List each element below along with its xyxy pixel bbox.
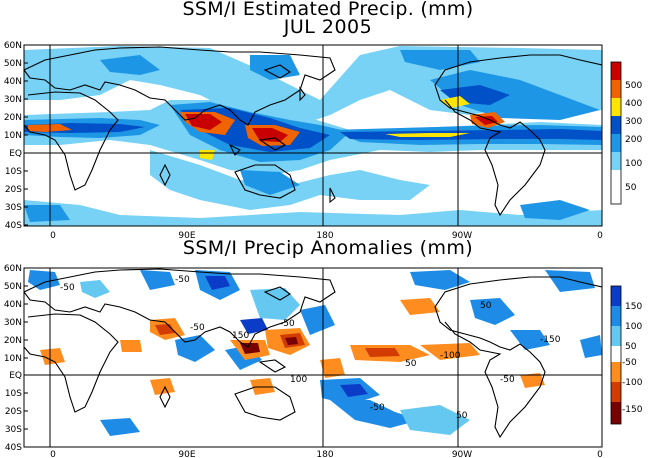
top-lat-labels: 60N 50N 40N 30N 20N 10N EQ 10S 20S 30S 4… xyxy=(4,41,22,231)
colorbar-label: 150 xyxy=(625,302,642,312)
contour-label: -50 xyxy=(280,319,295,329)
contour-label: -50 xyxy=(175,275,190,285)
contour-label: 50 xyxy=(405,359,417,369)
colorbar-label: -150 xyxy=(622,405,643,415)
colorbar-swatch xyxy=(611,116,621,134)
anomaly-map: -50 -50 -50 -100 150 100 50 -150 -50 50 … xyxy=(4,264,603,458)
lat-label: 40N xyxy=(4,300,22,310)
lat-label: 20N xyxy=(4,113,22,123)
lat-label: 60N xyxy=(4,264,22,274)
lat-label: 40N xyxy=(4,77,22,87)
anomaly-colorbar: 150 100 50 -50 -100 -150 xyxy=(610,285,643,425)
top-gridlines xyxy=(24,45,602,226)
colorbar-swatch xyxy=(611,170,621,204)
continents-outline xyxy=(24,46,602,217)
colorbar-label: 50 xyxy=(625,342,637,352)
lat-label: 50N xyxy=(4,59,22,69)
bottom-lat-labels: 60N 50N 40N 30N 20N 10N EQ 10S 20S 30S 4… xyxy=(4,264,22,453)
lat-label: 10N xyxy=(4,354,22,364)
lon-label: 90E xyxy=(178,450,195,458)
continents-outline xyxy=(24,268,602,439)
lat-label: 30S xyxy=(5,203,22,213)
lon-label: 90W xyxy=(452,231,472,241)
precip-colorbar: 500 400 300 200 100 50 xyxy=(610,61,642,205)
colorbar-label: 300 xyxy=(625,117,642,127)
lat-label: 20S xyxy=(5,185,22,195)
contour-label: -50 xyxy=(190,323,205,333)
lat-label: 30N xyxy=(4,95,22,105)
anomaly-map-background xyxy=(24,268,602,447)
colorbar-swatch xyxy=(611,286,621,306)
contour-label: -50 xyxy=(500,375,515,385)
colorbar-swatch xyxy=(611,346,621,362)
chart-title-line-1: SSM/I Estimated Precip. (mm) xyxy=(182,0,474,20)
lon-label: 180 xyxy=(316,231,333,241)
colorbar-swatch xyxy=(611,306,621,326)
lat-label: 10S xyxy=(5,167,22,177)
lat-label: EQ xyxy=(9,149,22,159)
colorbar-swatch xyxy=(611,382,621,402)
colorbar-swatch xyxy=(611,80,621,98)
colorbar-label: -50 xyxy=(622,358,637,368)
chart-title-line-2: JUL 2005 xyxy=(283,16,373,38)
lat-label: 30N xyxy=(4,318,22,328)
colorbar-swatch xyxy=(611,62,621,80)
colorbar-label: 400 xyxy=(625,99,642,109)
colorbar-swatch xyxy=(611,98,621,116)
colorbar-swatch xyxy=(611,402,621,424)
anomaly-contour-labels: -50 -50 -50 -100 150 100 50 -150 -50 50 … xyxy=(60,275,561,421)
contour-label: -50 xyxy=(370,403,385,413)
colorbar-swatch xyxy=(611,152,621,170)
lat-label: 30S xyxy=(5,425,22,435)
colorbar-swatch xyxy=(611,362,621,382)
contour-label: -150 xyxy=(540,335,561,345)
lon-label: 0 xyxy=(50,450,56,458)
bottom-gridlines xyxy=(24,268,602,447)
contour-label: 100 xyxy=(290,375,307,385)
colorbar-label: 50 xyxy=(625,183,637,193)
lat-label: 10S xyxy=(5,389,22,399)
contour-label: -100 xyxy=(440,351,461,361)
contour-label: 50 xyxy=(456,411,468,421)
lat-label: EQ xyxy=(9,371,22,381)
colorbar-label: 200 xyxy=(625,135,642,145)
lat-label: 40S xyxy=(5,221,22,231)
lat-label: 10N xyxy=(4,131,22,141)
lon-label: 90W xyxy=(452,450,472,458)
colorbar-label: 100 xyxy=(625,159,642,169)
bottom-lon-labels: 0 90E 180 90W 0 xyxy=(50,450,603,458)
lat-label: 20N xyxy=(4,336,22,346)
colorbar-swatch xyxy=(611,134,621,152)
lat-label: 20S xyxy=(5,407,22,417)
lon-label: 0 xyxy=(597,450,603,458)
contour-label: 50 xyxy=(480,301,492,311)
contour-label: 150 xyxy=(232,331,249,341)
precip-map: 60N 50N 40N 30N 20N 10N EQ 10S 20S 30S 4… xyxy=(4,41,603,241)
colorbar-label: 500 xyxy=(625,81,642,91)
lon-label: 90E xyxy=(178,231,195,241)
colorbar-label: 100 xyxy=(625,322,642,332)
lon-label: 180 xyxy=(316,450,333,458)
colorbar-label: -100 xyxy=(622,378,643,388)
top-lon-labels: 0 90E 180 90W 0 xyxy=(50,231,603,241)
chart-title-anomalies: SSM/I Precip Anomalies (mm) xyxy=(182,237,474,259)
colorbar-swatch xyxy=(611,326,621,346)
lat-label: 60N xyxy=(4,41,22,51)
lat-label: 40S xyxy=(5,443,22,453)
contour-label: -50 xyxy=(60,283,75,293)
lon-label: 0 xyxy=(50,231,56,241)
lon-label: 0 xyxy=(597,231,603,241)
lat-label: 50N xyxy=(4,282,22,292)
